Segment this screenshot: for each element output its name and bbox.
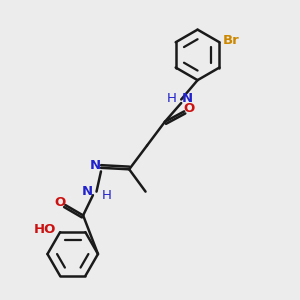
Text: HO: HO [33,223,56,236]
Text: H: H [167,92,177,105]
Text: O: O [183,103,194,116]
Text: Br: Br [222,34,239,47]
Text: N: N [182,92,193,105]
Text: N: N [90,159,101,172]
Text: O: O [54,196,66,208]
Text: N: N [82,185,93,198]
Text: H: H [102,189,112,202]
